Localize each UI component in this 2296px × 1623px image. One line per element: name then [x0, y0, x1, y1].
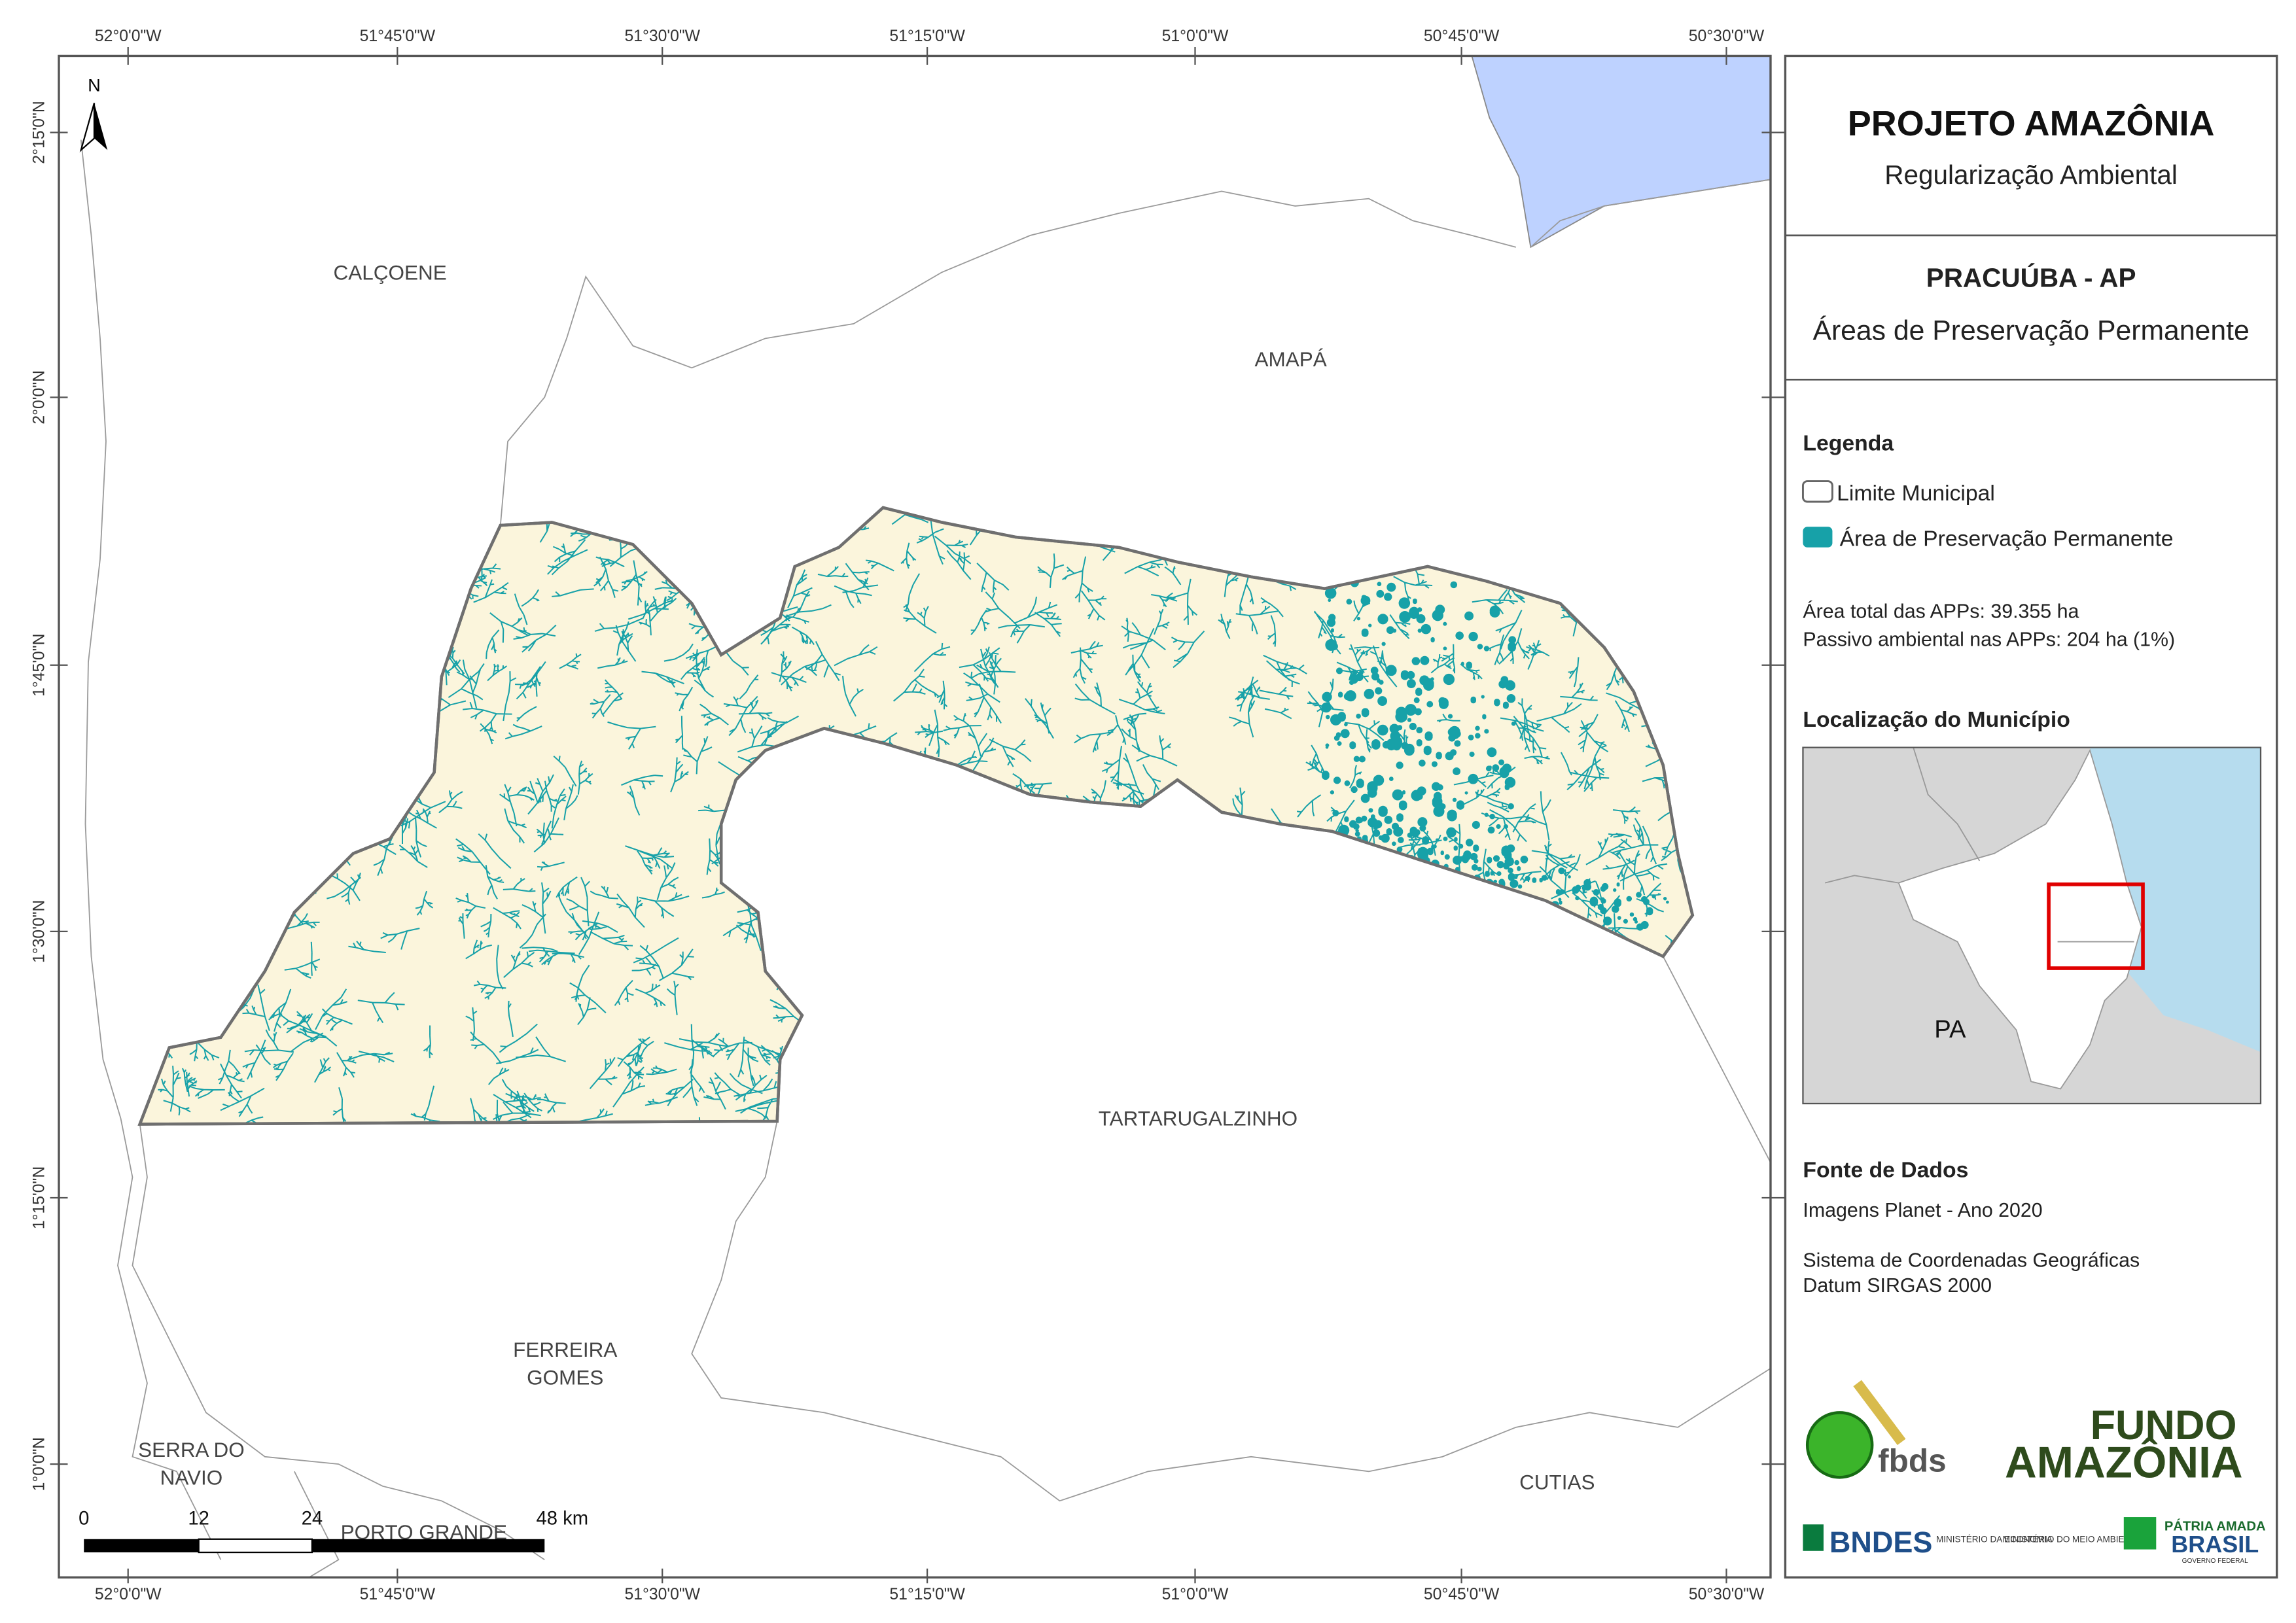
logo-text: AMAZÔNIA	[2005, 1438, 2243, 1487]
lon-label-bottom: 51°30'0"W	[624, 1586, 700, 1603]
panel-subtitle: Regularização Ambiental	[1884, 160, 2178, 190]
legend-item: Limite Municipal	[1837, 481, 1995, 506]
logo-text: BNDES	[1829, 1526, 1932, 1559]
lon-label-bottom: 52°0'0"W	[95, 1586, 162, 1603]
logos: fbds FUNDO AMAZÔNIA BNDES MINISTÉRIO DA …	[1803, 1380, 2266, 1565]
place-label: FERREIRA	[513, 1338, 617, 1361]
stat: Passivo ambiental nas APPs: 204 ha (1%)	[1803, 629, 2175, 650]
source: Imagens Planet - Ano 2020	[1803, 1200, 2042, 1221]
lon-label-bottom: 50°30'0"W	[1689, 1586, 1765, 1603]
place-label: GOMES	[527, 1366, 603, 1389]
scale-label: 48 km	[536, 1508, 588, 1529]
inset-ocean	[2090, 747, 2261, 1053]
inset-frame	[1802, 746, 2262, 1105]
lat-label-left: 1°0'0"N	[31, 1437, 48, 1492]
lon-label-bottom: 51°0'0"W	[1162, 1586, 1229, 1603]
lat-label-left: 1°15'0"N	[31, 1166, 48, 1229]
lat-label-left: 1°30'0"N	[31, 900, 48, 963]
place-label: CALÇOENE	[333, 260, 446, 284]
inset-locator	[2047, 882, 2145, 970]
ocean	[1471, 56, 1771, 249]
place-label: AMAPÁ	[1255, 347, 1327, 371]
map-theme: Áreas de Preservação Permanente	[1812, 315, 2249, 347]
lon-label-top: 51°15'0"W	[889, 27, 965, 45]
logo-text: fbds	[1878, 1442, 1946, 1478]
brasil-flag	[2123, 1517, 2157, 1550]
municipality-outline	[137, 506, 1695, 1126]
location-title: Localização do Município	[1803, 707, 2070, 732]
inset-map: PA	[1802, 746, 2262, 1105]
fbds-globe	[1805, 1411, 1874, 1479]
lon-label-top: 50°45'0"W	[1424, 27, 1500, 45]
lon-label-top: 51°0'0"W	[1162, 27, 1229, 45]
legend-swatch-limit	[1801, 480, 1833, 503]
inset-amapa	[1898, 748, 2142, 1090]
north-arrow: N	[79, 75, 108, 152]
lat-label-left: 2°0'0"N	[31, 370, 48, 425]
panel-title: PROJETO AMAZÔNIA	[1848, 103, 2215, 143]
stat: Área total das APPs: 39.355 ha	[1803, 601, 2079, 623]
legend-item: Área de Preservação Permanente	[1840, 526, 2174, 551]
place-labels: CALÇOENE AMAPÁ TARTARUGALZINHO FERREIRA GOME…	[138, 260, 1595, 1543]
inset-border	[1824, 875, 1899, 884]
graticule-labels: 52°0'0"W 52°0'0"W 51°45'0"W 51°45'0"W 51°30'…	[31, 27, 1786, 1603]
lon-label-top: 50°30'0"W	[1689, 27, 1765, 45]
place-label: SERRA DO	[138, 1438, 245, 1461]
inset-label: PA	[1934, 1015, 1966, 1043]
scale-label: 12	[188, 1508, 209, 1529]
place-label: TARTARUGALZINHO	[1099, 1107, 1298, 1130]
scale-label: 24	[302, 1508, 323, 1529]
scale-segment	[311, 1539, 545, 1553]
lat-label-left: 2°15'0"N	[31, 101, 48, 164]
sources-title: Fonte de Dados	[1803, 1157, 1968, 1182]
bndes-mark	[1803, 1524, 1824, 1551]
source: Sistema de Coordenadas Geográficas	[1803, 1250, 2140, 1272]
scale-segment	[198, 1538, 313, 1554]
map-frame	[58, 54, 1772, 1579]
map-body	[80, 56, 1771, 1578]
lon-label-bottom: 51°15'0"W	[889, 1586, 965, 1603]
north-arrow-left	[79, 103, 96, 152]
lon-label-top: 51°30'0"W	[624, 27, 700, 45]
lon-label-bottom: 50°45'0"W	[1424, 1586, 1500, 1603]
logo-text: MINISTÉRIO DO MEIO AMBIENTE	[2003, 1534, 2142, 1544]
source: Datum SIRGAS 2000	[1803, 1275, 1992, 1297]
lon-label-top: 52°0'0"W	[95, 27, 162, 45]
scale-label: 0	[79, 1508, 89, 1529]
fbds-bar	[1853, 1380, 1906, 1446]
lon-label-top: 51°45'0"W	[360, 27, 436, 45]
place-label: NAVIO	[160, 1466, 223, 1490]
logo-text: MINISTÉRIO DA ECONOMIA	[1936, 1534, 2053, 1544]
north-arrow-right	[94, 103, 108, 150]
place-label: CUTIAS	[1519, 1470, 1595, 1493]
logo-text: GOVERNO FEDERAL	[2182, 1558, 2248, 1565]
logo-text: FUNDO	[2091, 1403, 2237, 1448]
scale-segment	[84, 1539, 199, 1553]
logo-text: BRASIL	[2171, 1531, 2259, 1558]
scale-bar: 0 12 24 48 km	[79, 1508, 588, 1554]
municipality-name: PRACUÚBA - AP	[1926, 263, 2136, 293]
inset-border	[1913, 747, 1981, 862]
logo-text: PÁTRIA AMADA	[2164, 1518, 2266, 1533]
north-label: N	[88, 75, 101, 95]
lon-label-bottom: 51°45'0"W	[360, 1586, 436, 1603]
scale-labels: 0 12 24 48 km	[79, 1508, 588, 1529]
legend-title: Legenda	[1803, 430, 1894, 455]
legend-swatch-app	[1803, 527, 1833, 548]
lat-label-left: 1°45'0"N	[31, 634, 48, 697]
